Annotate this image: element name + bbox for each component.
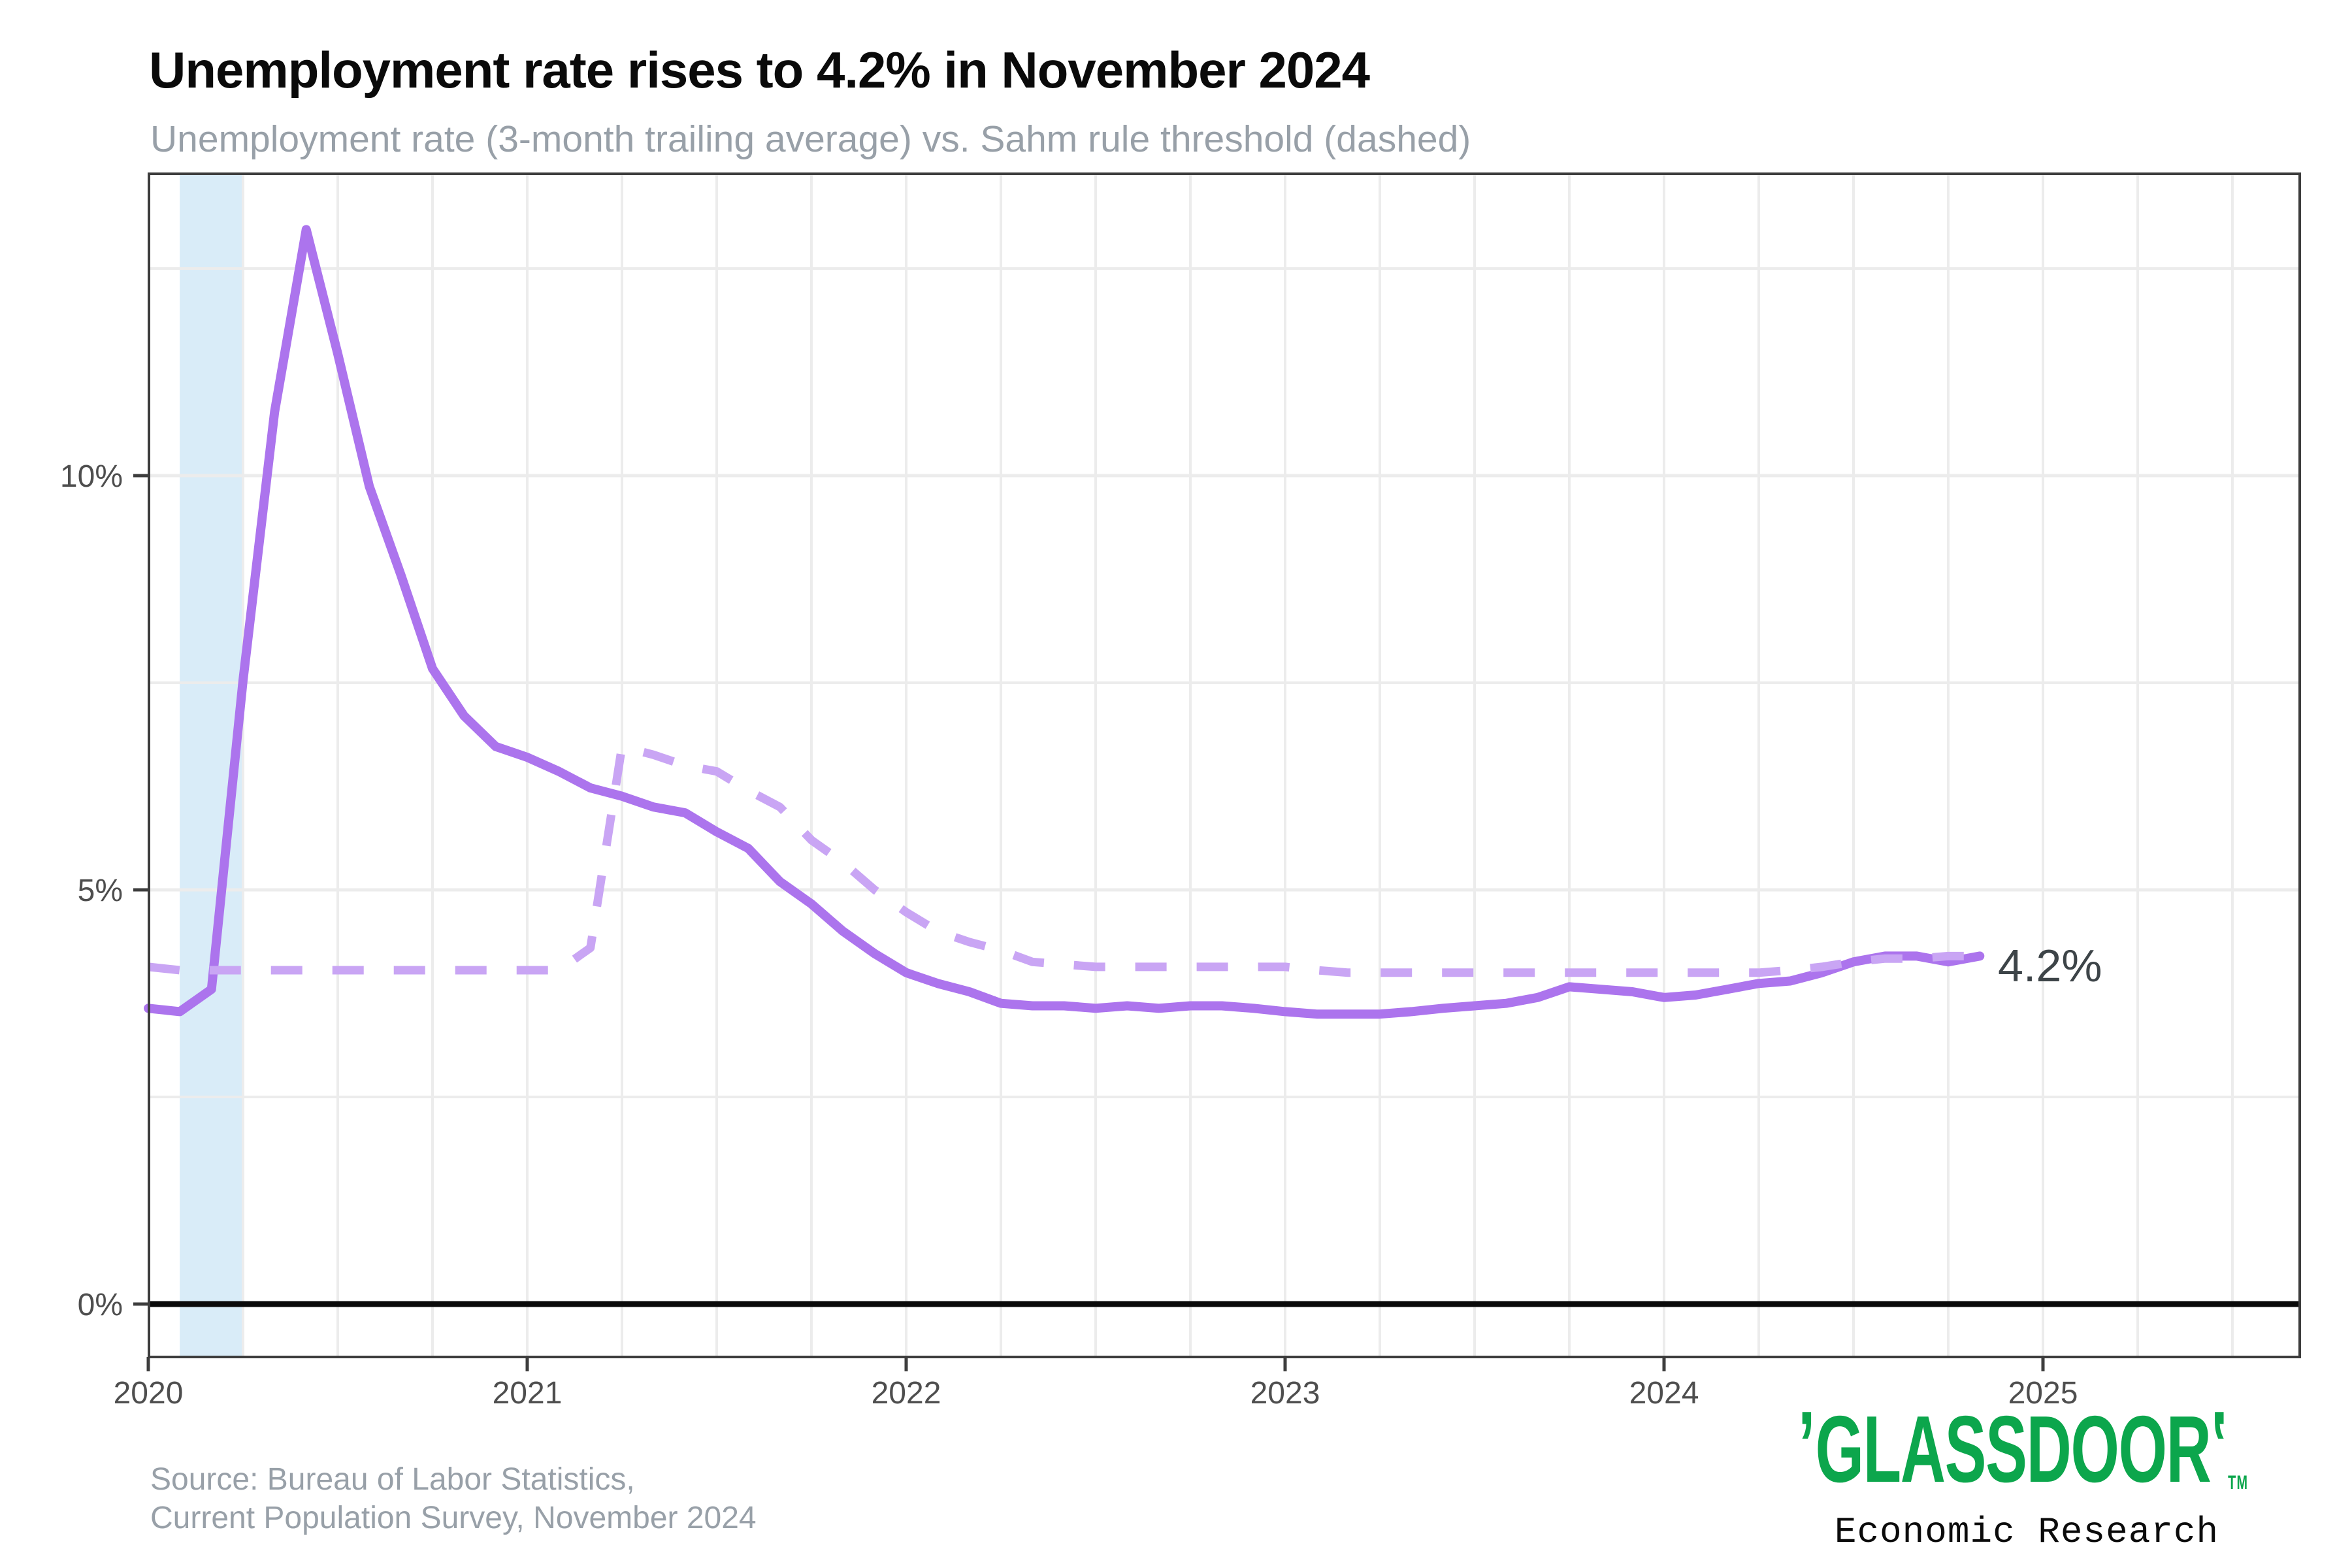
chart-subtitle: Unemployment rate (3-month trailing aver… [150,118,1471,160]
source-note: Source: Bureau of Labor Statistics, Curr… [150,1461,757,1537]
economic-research-label: Economic Research [1834,1511,2219,1553]
y-axis-label: 0% [78,1288,123,1322]
source-line-2: Current Population Survey, November 2024 [150,1500,757,1535]
glassdoor-wordmark-row: ’ GLASSDOOR ’ TM [1798,1392,2247,1497]
latest-value-label: 4.2% [1998,940,2102,991]
y-axis-label: 10% [60,459,123,494]
sahm-threshold-line [148,742,1980,977]
logo-left-quote-icon: ’ [1798,1392,1816,1497]
x-axis-label: 2024 [1629,1376,1699,1411]
unemployment-rate-line [144,225,1985,1019]
trademark-symbol: TM [2228,1472,2249,1494]
source-line-1: Source: Bureau of Labor Statistics, [150,1462,635,1497]
glassdoor-wordmark: GLASSDOOR [1815,1396,2212,1502]
x-axis-label: 2021 [493,1376,563,1411]
logo-right-quote-icon: ’ [2210,1392,2229,1497]
plot-border [148,172,2301,1358]
y-axis-label: 5% [78,874,123,908]
chart-title: Unemployment rate rises to 4.2% in Novem… [149,41,1370,99]
x-axis-label: 2025 [2008,1376,2078,1411]
x-axis-label: 2020 [114,1376,184,1411]
glassdoor-logo: ’ GLASSDOOR ’ TM Economic Research [1798,1392,2295,1553]
x-axis-label: 2022 [872,1376,941,1411]
x-axis-label: 2023 [1250,1376,1320,1411]
